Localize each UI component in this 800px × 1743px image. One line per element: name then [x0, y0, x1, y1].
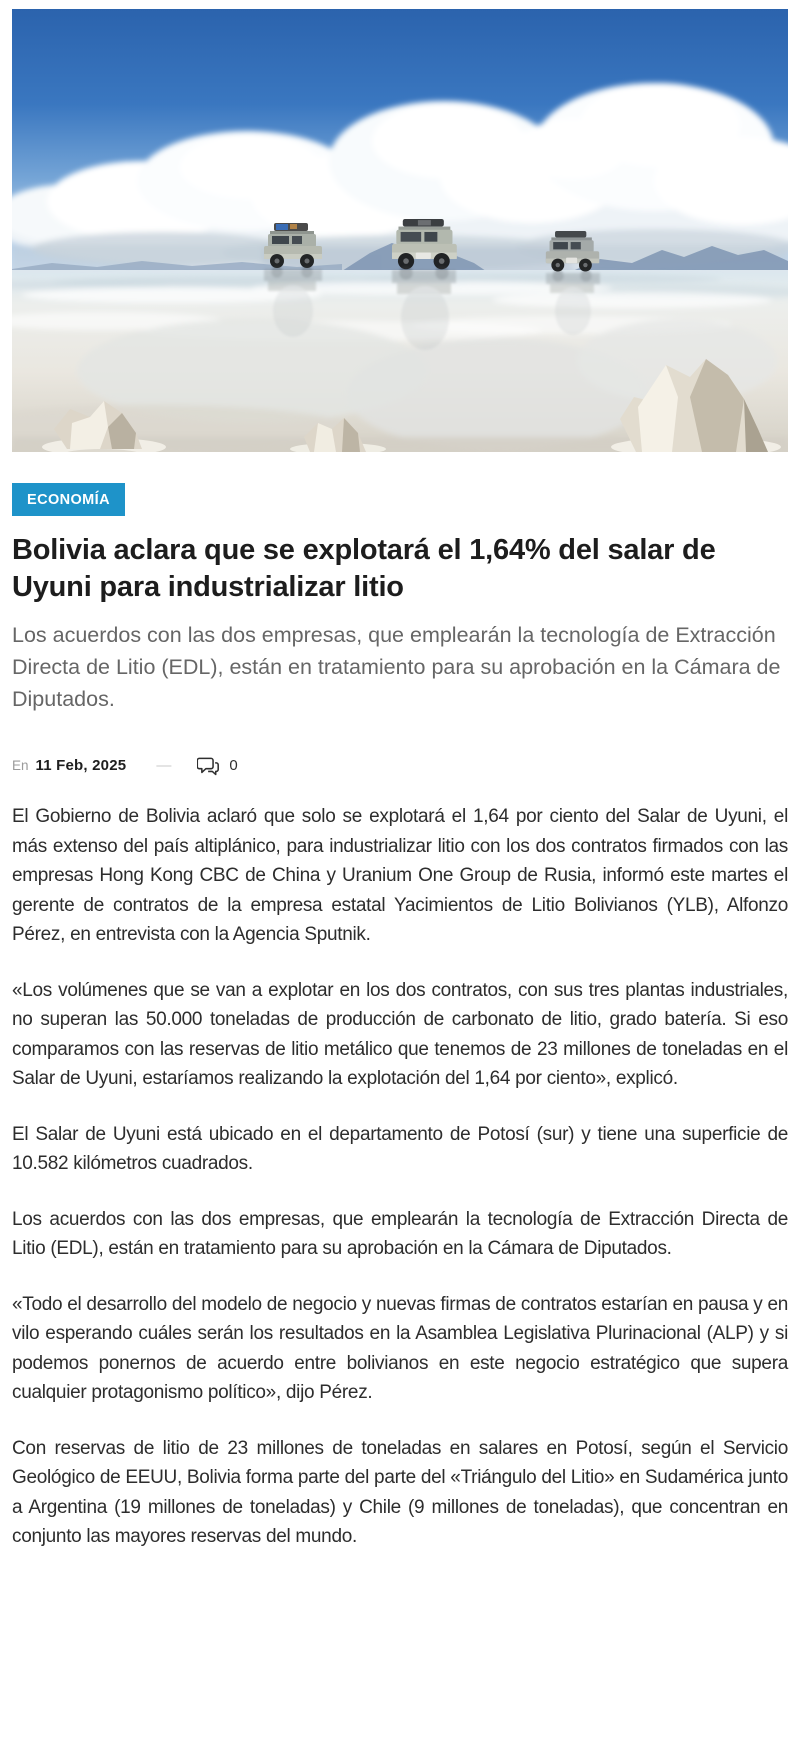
salt-rocks-left [42, 401, 166, 452]
vehicle-middle [392, 219, 457, 270]
meta-separator: — [156, 757, 172, 774]
salar-uyuni-photo [12, 9, 788, 452]
speech-bubbles-icon [197, 755, 220, 776]
meta-prefix: En [12, 758, 29, 773]
vehicle-right [545, 231, 600, 272]
category-badge-economia[interactable]: ECONOMÍA [12, 483, 125, 516]
article-paragraph: «Todo el desarrollo del modelo de negoci… [12, 1293, 788, 1404]
article-paragraph: «Los volúmenes que se van a explotar en … [12, 979, 788, 1090]
salt-rocks-right [611, 359, 781, 452]
article-paragraph: Con reservas de litio de 23 millones de … [12, 1437, 788, 1548]
article-body: El Gobierno de Bolivia aclaró que solo s… [12, 802, 788, 1552]
article-paragraph: El Gobierno de Bolivia aclaró que solo s… [12, 806, 788, 945]
article-headline: Bolivia aclara que se explotará el 1,64%… [12, 534, 716, 603]
comments-count: 0 [229, 757, 238, 774]
vehicle-left [264, 223, 322, 268]
publish-date: 11 Feb, 2025 [35, 757, 127, 774]
article-paragraph: El Salar de Uyuni está ubicado en el dep… [12, 1123, 788, 1175]
salt-rocks-center [290, 418, 386, 452]
article-subtitle: Los acuerdos con las dos empresas, que e… [12, 623, 781, 711]
hero-image [12, 9, 788, 452]
comments-link[interactable]: 0 [197, 755, 238, 776]
article-page: ECONOMÍA Bolivia aclara que se explotará… [12, 9, 789, 1552]
article-paragraph: Los acuerdos con las dos empresas, que e… [12, 1208, 788, 1260]
article-meta: En 11 Feb, 2025 — 0 [12, 755, 788, 776]
